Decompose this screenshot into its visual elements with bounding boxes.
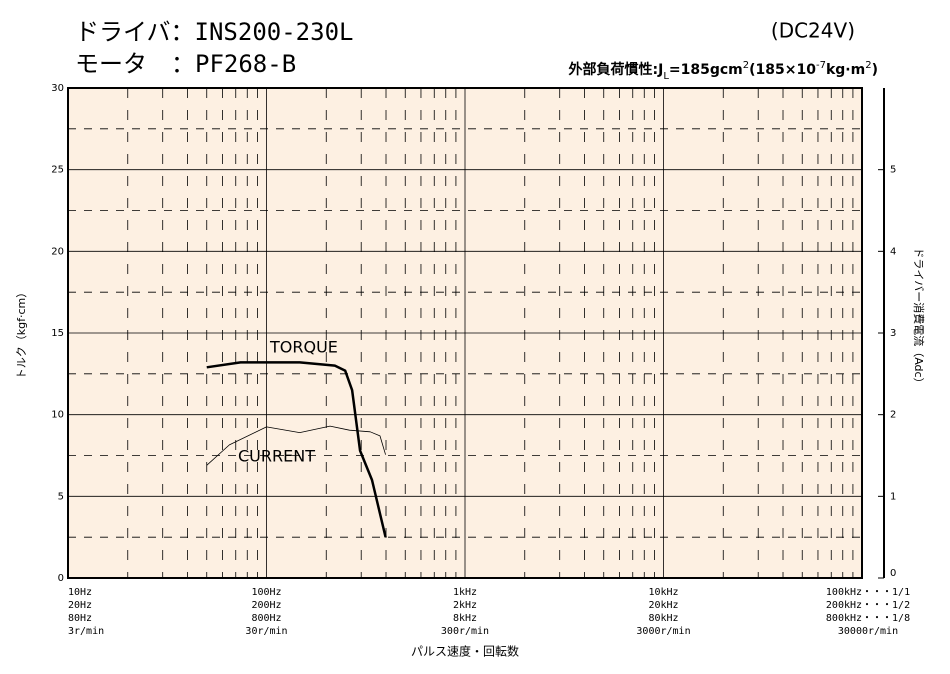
x-tick-sublabel: 3r/min — [68, 626, 104, 637]
x-tick-sublabel: 80kHz — [648, 613, 678, 624]
series-line — [206, 361, 387, 538]
inertia-label: 外部負荷慣性:JL=185gcm2(185×10-7kg·m2) — [569, 60, 879, 82]
x-tick-sublabel: 800Hz — [251, 613, 281, 624]
x-tick-sublabel: 8kHz — [453, 613, 477, 624]
x-tick-sublabel: 200kHz・・・1/2 — [826, 600, 910, 611]
inertia-part: 2 — [865, 60, 871, 71]
inertia-part: kg·m — [826, 62, 865, 78]
x-tick-label: 100kHz・・・1/1 — [826, 587, 910, 598]
x-tick-sublabel: 30r/min — [245, 626, 287, 637]
x-tick-sublabel: 3000r/min — [636, 626, 690, 637]
plot-frame — [67, 87, 863, 579]
x-tick-label: 10Hz — [68, 587, 92, 598]
y-tick-label: 25 — [51, 165, 64, 176]
motor-label: モータ ：PF268-B — [75, 50, 296, 78]
inertia-part: 2 — [743, 60, 749, 71]
y-tick-label: 5 — [58, 491, 64, 502]
inertia-part: ) — [872, 62, 878, 78]
y2-tick-label: 3 — [890, 328, 896, 339]
x-tick-sublabel: 20Hz — [68, 600, 92, 611]
x-tick-sublabel: 300r/min — [441, 626, 489, 637]
series-line — [206, 425, 386, 466]
series-label: TORQUE — [269, 338, 338, 357]
x-tick-sublabel: 80Hz — [68, 613, 92, 624]
y2-tick-label: 1 — [890, 491, 896, 502]
y2-tick-label: 4 — [890, 246, 896, 257]
series-label: CURRENT — [238, 447, 315, 466]
driver-label: ドライバ：INS200-230L — [75, 18, 353, 46]
y2-tick-label: 0 — [890, 568, 896, 579]
x-tick-sublabel: 20kHz — [648, 600, 678, 611]
y-tick-label: 30 — [51, 83, 64, 94]
x-tick-sublabel: 800kHz・・・1/8 — [826, 613, 910, 624]
x-tick-sublabel: 200Hz — [251, 600, 281, 611]
x-tick-sublabel: 2kHz — [453, 600, 477, 611]
inertia-part: L — [663, 71, 669, 82]
x-tick-label: 100Hz — [251, 587, 281, 598]
y2-tick-label: 5 — [890, 165, 896, 176]
x-tick-label: 1kHz — [453, 587, 477, 598]
inertia-part: =185gcm — [669, 62, 743, 78]
x-axis-label: パルス速度・回転数 — [411, 644, 519, 659]
x-tick-label: 10kHz — [648, 587, 678, 598]
y2-tick-label: 2 — [890, 410, 896, 421]
inertia-part: 外部負荷慣性:J — [569, 61, 664, 78]
x-tick-sublabel: 30000r/min — [838, 626, 898, 637]
y-axis-label: トルク（kgf·cm） — [15, 287, 28, 380]
y-tick-label: 15 — [51, 328, 64, 339]
y2-axis-label: ドライバー消費電流（Adc） — [912, 247, 926, 388]
inertia-part: -7 — [816, 60, 826, 71]
supply-label: (DC24V) — [771, 19, 855, 43]
y-tick-label: 0 — [58, 573, 64, 584]
y-tick-label: 10 — [51, 410, 64, 421]
inertia-part: (185×10 — [749, 62, 816, 78]
y-tick-label: 20 — [51, 246, 64, 257]
